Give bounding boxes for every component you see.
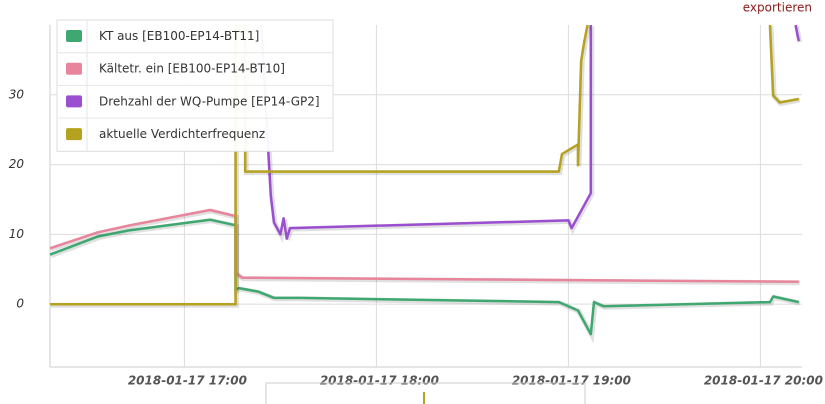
x-tick-label: 2018-01-17 19:00: [512, 374, 631, 388]
series-line: [50, 218, 800, 336]
legend-swatch: [66, 30, 82, 42]
legend-label: Kältetr. ein [EB100-EP14-BT10]: [99, 62, 285, 76]
y-tick-label: 20: [9, 157, 25, 171]
x-tick-label: 2018-01-17 17:00: [128, 374, 247, 388]
legend-swatch: [66, 62, 82, 75]
line-shadow: [259, 25, 802, 243]
y-tick-label: 0: [16, 297, 24, 311]
export-link[interactable]: exportieren: [743, 1, 812, 15]
line-shadow: [50, 208, 800, 286]
legend-label: Drehzahl der WQ-Pumpe [EP14-GP2]: [99, 94, 320, 108]
navigator-frame: [265, 382, 586, 404]
legend-label: KT aus [EB100-EP14-BT11]: [99, 29, 259, 43]
series-line: [50, 208, 799, 284]
legend: KT aus [EB100-EP14-BT11] Kältetr. ein [EB…: [56, 19, 334, 152]
legend-label: aktuelle Verdichterfrequenz: [99, 127, 265, 141]
legend-swatch: [66, 95, 82, 108]
y-tick-label: 30: [9, 87, 25, 101]
legend-swatch: [66, 128, 82, 141]
y-tick-label: 10: [9, 227, 25, 241]
series-line: [259, 25, 801, 240]
labels: 0 10 20 30 2018-01-17 17:00 2018-01-17 18:00 2…: [9, 87, 823, 387]
x-tick-label: 2018-01-17 18:00: [320, 374, 439, 388]
x-tick-label: 2018-01-17 20:00: [704, 374, 823, 388]
